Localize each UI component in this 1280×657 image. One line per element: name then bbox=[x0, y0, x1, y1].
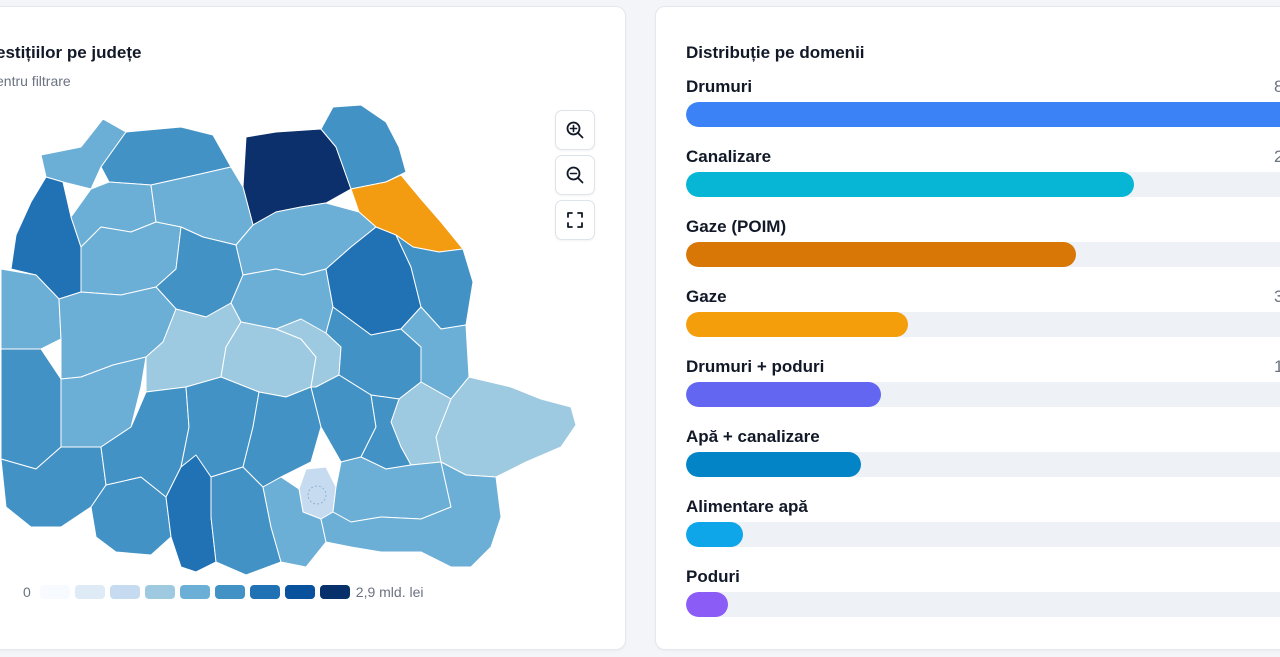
domain-bar-fill bbox=[686, 102, 1280, 127]
domain-name: Drumuri bbox=[686, 77, 753, 96]
legend-swatch bbox=[74, 585, 105, 599]
legend-swatch bbox=[214, 585, 245, 599]
domain-row-drumuri-poduri[interactable]: Drumuri + poduri 1 bbox=[686, 357, 1280, 417]
domain-row-gaze-poim[interactable]: Gaze (POIM) bbox=[686, 217, 1280, 277]
legend-swatch bbox=[39, 585, 70, 599]
fullscreen-icon bbox=[567, 212, 583, 228]
county-region[interactable] bbox=[0, 348, 62, 470]
domain-row-drumuri[interactable]: Drumuri 8 bbox=[686, 77, 1280, 137]
zoom-out-button[interactable] bbox=[555, 155, 595, 195]
domain-bar-track bbox=[686, 522, 1280, 547]
domain-name: Poduri bbox=[686, 567, 740, 586]
domain-bar-fill bbox=[686, 382, 882, 407]
domain-bar-fill bbox=[686, 242, 1077, 267]
domain-bar-track bbox=[686, 172, 1280, 197]
domain-bar-track bbox=[686, 312, 1280, 337]
county-region[interactable] bbox=[242, 386, 322, 488]
domain-row-poduri[interactable]: Poduri bbox=[686, 567, 1280, 627]
domain-row-canalizare[interactable]: Canalizare 2 bbox=[686, 147, 1280, 207]
domain-bar-track bbox=[686, 102, 1280, 127]
domain-bar-track bbox=[686, 242, 1280, 267]
fullscreen-button[interactable] bbox=[555, 200, 595, 240]
domain-bar-fill bbox=[686, 592, 729, 617]
domain-value: 8 bbox=[1274, 77, 1280, 97]
domain-row-alimentare-apa[interactable]: Alimentare apă bbox=[686, 497, 1280, 557]
domain-bar-track bbox=[686, 592, 1280, 617]
domain-row-apa-canalizare[interactable]: Apă + canalizare bbox=[686, 427, 1280, 487]
legend-swatch bbox=[319, 585, 350, 599]
domain-bar-fill bbox=[686, 312, 909, 337]
legend-swatch bbox=[179, 585, 210, 599]
zoom-in-button[interactable] bbox=[555, 110, 595, 150]
county-region[interactable] bbox=[435, 376, 577, 478]
domain-bar-track bbox=[686, 452, 1280, 477]
domain-value: 2 bbox=[1274, 147, 1280, 167]
domain-name: Apă + canalizare bbox=[686, 427, 820, 446]
domain-name: Drumuri + poduri bbox=[686, 357, 825, 376]
domain-name: Canalizare bbox=[686, 147, 772, 166]
domain-value: 1 bbox=[1274, 357, 1280, 377]
zoom-in-icon bbox=[566, 121, 584, 139]
legend-swatch bbox=[284, 585, 315, 599]
domain-name: Alimentare apă bbox=[686, 497, 808, 516]
domain-bar-fill bbox=[686, 172, 1134, 197]
county-region[interactable] bbox=[320, 104, 407, 190]
domain-name: Gaze bbox=[686, 287, 727, 306]
domain-row-gaze[interactable]: Gaze 3 bbox=[686, 287, 1280, 347]
domain-value: 3 bbox=[1274, 287, 1280, 307]
map-title: estițiilor pe județe bbox=[0, 43, 142, 62]
distribution-card: Distribuție pe domenii Drumuri 8 Canaliz… bbox=[655, 6, 1280, 650]
domain-bar-fill bbox=[686, 452, 861, 477]
romania-map[interactable] bbox=[0, 7, 625, 587]
domain-bar-fill bbox=[686, 522, 743, 547]
county-region[interactable] bbox=[320, 461, 502, 568]
map-subtitle: entru filtrare bbox=[0, 73, 71, 89]
distribution-title: Distribuție pe domenii bbox=[686, 43, 865, 62]
legend-max-label: 2,9 mld. lei bbox=[355, 584, 424, 600]
legend-swatch bbox=[249, 585, 280, 599]
map-legend: 0 2,9 mld. lei bbox=[23, 581, 424, 603]
domain-name: Gaze (POIM) bbox=[686, 217, 787, 236]
legend-min-label: 0 bbox=[23, 584, 31, 600]
legend-swatch bbox=[109, 585, 140, 599]
map-card: estițiilor pe județe entru filtrare bbox=[0, 6, 626, 650]
zoom-out-icon bbox=[566, 166, 584, 184]
domain-bar-track bbox=[686, 382, 1280, 407]
county-region[interactable] bbox=[395, 234, 474, 330]
legend-swatch bbox=[144, 585, 175, 599]
